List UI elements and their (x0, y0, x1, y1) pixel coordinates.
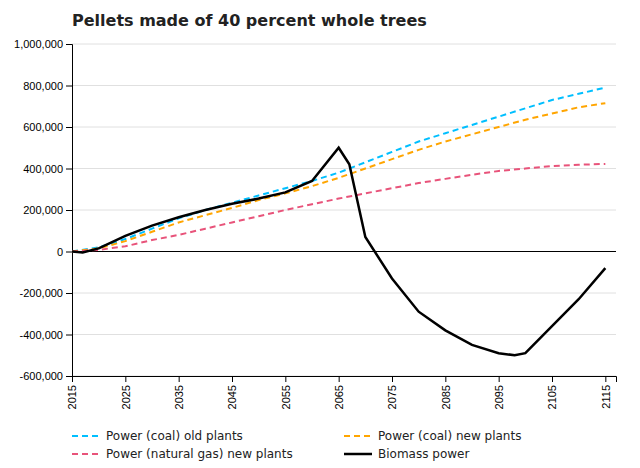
legend-label: Biomass power (378, 447, 469, 461)
legend-item: Power (natural gas) new plants (72, 447, 293, 461)
y-tick-mark (66, 252, 72, 253)
x-tick-label: 2075 (386, 385, 398, 409)
x-tick-label: 2115 (600, 385, 612, 409)
x-tick: 2095 (493, 376, 505, 409)
grid-line (72, 127, 616, 128)
grid-line (72, 210, 616, 211)
title: Pellets made of 40 percent whole trees (72, 11, 427, 30)
x-tick-label: 2065 (333, 385, 345, 409)
y-tick-mark (66, 127, 72, 128)
y-tick: 200,000 (23, 204, 72, 216)
x-tick-label: 2055 (280, 385, 292, 409)
x-tick: 2025 (120, 376, 132, 409)
x-tick: 2105 (546, 376, 558, 409)
legend-item: Biomass power (344, 447, 469, 461)
x-tick: 2035 (173, 376, 185, 409)
series-line (72, 88, 605, 252)
series-line (72, 164, 605, 252)
legend-swatch (344, 435, 372, 437)
y-tick-label: -400,000 (20, 329, 63, 341)
y-tick: -600,000 (20, 370, 72, 382)
legend-swatch (72, 453, 100, 455)
y-axis-line (66, 45, 73, 377)
x-tick: 2065 (333, 376, 345, 409)
y-tick-mark (66, 335, 72, 336)
y-tick-label: 600,000 (23, 121, 63, 133)
legend-label: Power (coal) old plants (106, 429, 243, 443)
grid-line (72, 293, 616, 294)
y-tick-label: 400,000 (23, 163, 63, 175)
x-axis-line (73, 377, 617, 383)
legend-swatch (344, 453, 372, 456)
x-tick-mark (232, 376, 233, 382)
x-tick-mark (499, 376, 500, 382)
x-tick-label: 2105 (546, 385, 558, 409)
y-tick-mark (66, 169, 72, 170)
x-tick-mark (125, 376, 126, 382)
x-tick: 2115 (600, 376, 612, 409)
y-tick: 400,000 (23, 163, 72, 175)
x-tick-mark (339, 376, 340, 382)
y-tick-label: 0 (57, 246, 63, 258)
y-tick-label: -200,000 (20, 287, 63, 299)
x-tick: 2085 (440, 376, 452, 409)
y-tick-mark (66, 293, 72, 294)
y-tick-label: 800,000 (23, 80, 63, 92)
legend-swatch (72, 435, 100, 437)
x-tick: 2015 (66, 376, 78, 409)
grid-line (72, 85, 616, 86)
y-tick-label: 1,000,000 (14, 38, 63, 50)
x-tick-label: 2015 (66, 385, 78, 409)
series-group (72, 88, 616, 356)
x-tick-label: 2045 (226, 385, 238, 409)
y-tick-mark (66, 376, 72, 377)
y-tick-label: 200,000 (23, 204, 63, 216)
legend: Power (coal) old plants Power (coal) new … (72, 429, 521, 461)
x-tick-mark (392, 376, 393, 382)
y-tick: -400,000 (20, 329, 72, 341)
x-tick-mark (72, 376, 73, 382)
x-tick-label: 2025 (120, 385, 132, 409)
grid-line (72, 251, 616, 252)
y-tick: 1,000,000 (14, 38, 72, 50)
zero-line (72, 251, 616, 252)
x-tick-label: 2085 (440, 385, 452, 409)
legend-item: Power (coal) old plants (72, 429, 243, 443)
y-tick-mark (66, 86, 72, 87)
y-tick: 600,000 (23, 121, 72, 133)
grid-line (72, 44, 616, 45)
x-axis: 2015 2025 2035 2045 2055 2065 2075 2085 2095 2105… (66, 376, 616, 409)
plot-area: -600,000 -400,000 -200,000 0 200,000 400,000 6… (14, 38, 616, 409)
x-tick-label: 2035 (173, 385, 185, 409)
y-tick: -200,000 (20, 287, 72, 299)
y-axis: -600,000 -400,000 -200,000 0 200,000 400,000 6… (14, 38, 72, 382)
x-tick: 2075 (386, 376, 398, 409)
x-tick-mark (605, 376, 606, 382)
x-tick-mark (445, 376, 446, 382)
x-tick: 2055 (280, 376, 292, 409)
chart: Pellets made of 40 percent whole trees-6… (0, 0, 640, 468)
series-line (72, 148, 605, 356)
x-tick-label: 2095 (493, 385, 505, 409)
x-tick-mark (552, 376, 553, 382)
x-tick-mark (285, 376, 286, 382)
y-tick: 0 (57, 246, 72, 258)
x-tick-mark (179, 376, 180, 382)
grid (72, 44, 616, 376)
y-tick: 800,000 (23, 80, 72, 92)
legend-label: Power (coal) new plants (378, 429, 521, 443)
x-tick: 2045 (226, 376, 238, 409)
y-tick-mark (66, 44, 72, 45)
y-tick-label: -600,000 (20, 370, 63, 382)
y-tick-mark (66, 210, 72, 211)
series-line (72, 103, 605, 251)
legend-label: Power (natural gas) new plants (106, 447, 293, 461)
grid-line (72, 334, 616, 335)
legend-item: Power (coal) new plants (344, 429, 521, 443)
